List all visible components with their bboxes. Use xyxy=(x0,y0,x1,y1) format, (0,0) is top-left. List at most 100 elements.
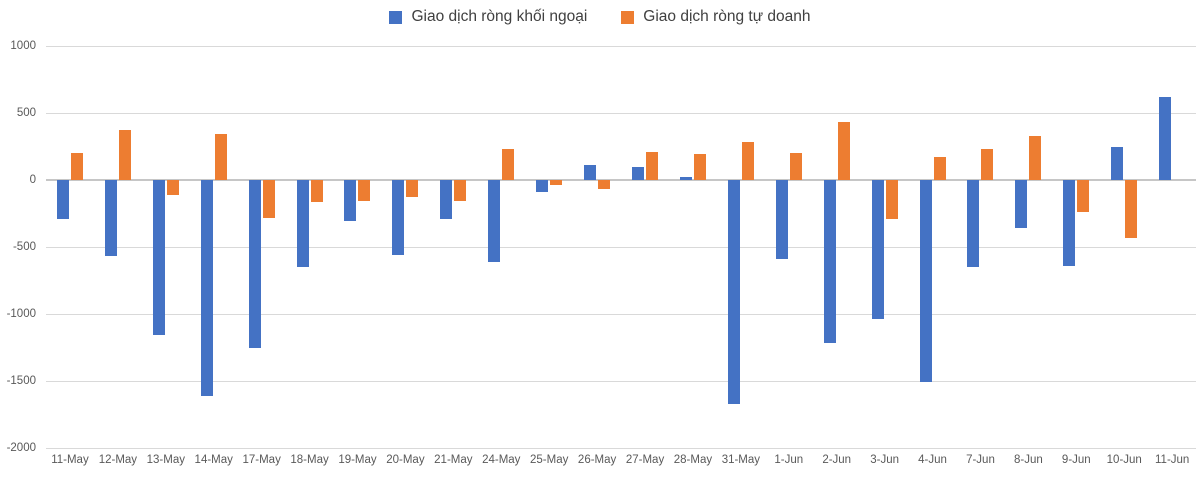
bar-tu-doanh xyxy=(789,153,802,180)
bar-group xyxy=(381,46,429,448)
bar-khoi-ngoai xyxy=(440,180,453,219)
bar-pair xyxy=(536,46,563,448)
bar-pair xyxy=(632,46,659,448)
bar-tu-doanh xyxy=(502,149,515,180)
bar-pair xyxy=(1063,46,1090,448)
bar-group xyxy=(286,46,334,448)
bar-pair xyxy=(1111,46,1138,448)
bar-group xyxy=(909,46,957,448)
bar-tu-doanh xyxy=(981,148,994,180)
bar-tu-doanh xyxy=(646,151,659,180)
legend: Giao dịch ròng khối ngoại Giao dịch ròng… xyxy=(0,4,1200,30)
x-tick-label: 14-May xyxy=(194,454,233,466)
bar-tu-doanh xyxy=(310,180,323,203)
bar-pair xyxy=(823,46,850,448)
bar-khoi-ngoai xyxy=(1063,180,1076,267)
x-tick-label: 21-May xyxy=(434,454,473,466)
bar-khoi-ngoai xyxy=(823,180,836,343)
bar-group xyxy=(717,46,765,448)
y-tick-label: 500 xyxy=(16,107,36,119)
gridline xyxy=(46,179,1196,181)
bar-group xyxy=(573,46,621,448)
y-tick-label: 1000 xyxy=(10,40,36,52)
bar-group xyxy=(1004,46,1052,448)
x-tick-label: 24-May xyxy=(482,454,521,466)
x-tick-label: 11-May xyxy=(51,454,89,466)
bar-group xyxy=(190,46,238,448)
bar-group xyxy=(621,46,669,448)
bar-group xyxy=(669,46,717,448)
bar-khoi-ngoai xyxy=(727,180,740,405)
gridline xyxy=(46,380,1196,382)
bar-khoi-ngoai xyxy=(104,180,117,256)
bar-pair xyxy=(775,46,802,448)
legend-label-tu-doanh: Giao dịch ròng tự doanh xyxy=(643,8,811,25)
bar-group xyxy=(46,46,94,448)
bar-khoi-ngoai xyxy=(392,180,405,256)
bar-pair xyxy=(727,46,754,448)
bar-khoi-ngoai xyxy=(1111,146,1124,180)
bar-pair xyxy=(1159,46,1185,448)
y-tick-label: -500 xyxy=(12,241,36,253)
bar-pair xyxy=(584,46,611,448)
gridline xyxy=(46,313,1196,315)
bar-khoi-ngoai xyxy=(200,180,213,396)
bar-pair xyxy=(104,46,131,448)
bar-tu-doanh xyxy=(214,133,227,180)
x-tick-label: 10-Jun xyxy=(1106,454,1142,466)
bar-tu-doanh xyxy=(885,180,898,219)
bar-khoi-ngoai xyxy=(967,180,980,268)
bar-group xyxy=(813,46,861,448)
y-axis: 1000 500 0 -500 -1000 -1500 -2000 xyxy=(0,40,40,454)
bar-pair xyxy=(679,46,706,448)
legend-swatch-khoi-ngoai-icon xyxy=(389,10,403,24)
bar-tu-doanh xyxy=(741,141,754,180)
x-tick-label: 11-Jun xyxy=(1155,454,1190,466)
bar-pair xyxy=(296,46,323,448)
x-tick-label: 20-May xyxy=(386,454,425,466)
bar-tu-doanh xyxy=(118,129,131,180)
bar-khoi-ngoai xyxy=(1015,180,1028,229)
bar-group xyxy=(94,46,142,448)
bar-khoi-ngoai xyxy=(536,180,549,193)
x-tick-label: 1-Jun xyxy=(774,454,804,466)
bar-pair xyxy=(344,46,371,448)
bar-khoi-ngoai xyxy=(584,165,597,180)
bar-pair xyxy=(56,46,83,448)
bar-tu-doanh xyxy=(166,180,179,196)
x-tick-label: 27-May xyxy=(625,454,665,466)
bar-pair xyxy=(1015,46,1042,448)
bar-group xyxy=(957,46,1005,448)
bar-tu-doanh xyxy=(70,153,83,180)
x-tick-label: 2-Jun xyxy=(822,454,852,466)
x-tick-label: 9-Jun xyxy=(1061,454,1091,466)
bar-pair xyxy=(488,46,515,448)
bar-khoi-ngoai xyxy=(296,180,309,268)
y-tick-label: -2000 xyxy=(6,442,36,454)
plot-area xyxy=(46,45,1196,449)
bar-group xyxy=(142,46,190,448)
bar-khoi-ngoai xyxy=(1159,96,1172,180)
bar-pair xyxy=(392,46,419,448)
gridline xyxy=(46,447,1196,449)
gridline xyxy=(46,112,1196,114)
bar-pair xyxy=(967,46,994,448)
bar-group xyxy=(477,46,525,448)
bar-group xyxy=(525,46,573,448)
x-tick-label: 28-May xyxy=(673,454,713,466)
bar-tu-doanh xyxy=(693,153,706,180)
bar-tu-doanh xyxy=(406,180,419,198)
bar-khoi-ngoai xyxy=(344,180,357,221)
legend-swatch-tu-doanh-icon xyxy=(621,10,635,24)
bar-group xyxy=(1148,46,1196,448)
x-tick-label: 13-May xyxy=(146,454,185,466)
bar-tu-doanh xyxy=(358,180,371,202)
gridline xyxy=(46,45,1196,47)
y-tick-label: 0 xyxy=(29,174,36,186)
x-tick-label: 3-Jun xyxy=(870,454,900,466)
x-tick-label: 7-Jun xyxy=(966,454,995,466)
bar-khoi-ngoai xyxy=(632,166,645,180)
bar-tu-doanh xyxy=(1029,135,1042,180)
x-axis: 11-May 12-May 13-May 14-May 17-May 18-May 19-M… xyxy=(46,454,1196,466)
bar-group xyxy=(429,46,477,448)
